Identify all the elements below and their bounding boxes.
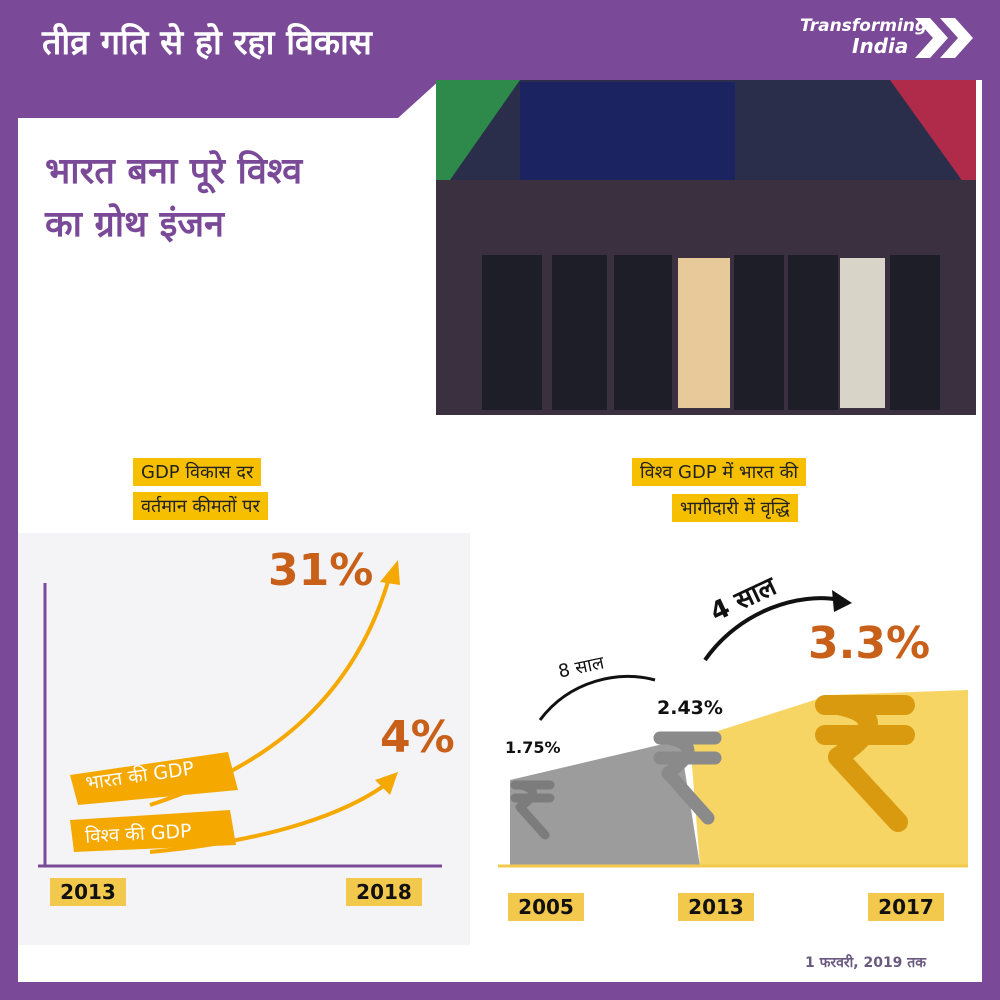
arrow-head — [380, 560, 400, 585]
page-title: तीव्र गति से हो रहा विकास — [42, 23, 372, 63]
year-label: 2018 — [346, 878, 422, 906]
label-ribbon — [70, 810, 236, 852]
value-label: 31% — [268, 545, 374, 596]
photo-people — [482, 255, 940, 410]
value-label: 1.75% — [505, 738, 561, 757]
hero-title: का ग्रोथ इंजन — [45, 204, 225, 245]
interval-arc — [703, 596, 841, 662]
year-label: 2013 — [678, 893, 754, 921]
interval-arc — [538, 674, 656, 721]
chart-panel — [18, 533, 470, 945]
photo-person — [840, 258, 885, 408]
share-slab — [510, 740, 700, 866]
photo-decor — [436, 80, 520, 200]
footer-note: 1 फरवरी, 2019 तक — [805, 955, 927, 971]
section-heading: वर्तमान कीमतों पर — [133, 492, 268, 520]
year-label: 2005 — [508, 893, 584, 921]
value-label: 4% — [380, 712, 455, 763]
section-heading: विश्व GDP में भारत की — [632, 458, 807, 486]
photo-person — [678, 258, 730, 408]
arrow-head — [832, 590, 852, 612]
rupee-icons — [510, 695, 915, 840]
section-heading: भागीदारी में वृद्धि — [672, 494, 798, 522]
photo-decor — [890, 80, 976, 200]
year-label: 2013 — [50, 878, 126, 906]
arrow-head — [375, 772, 398, 795]
series-label: विश्व की GDP — [84, 820, 193, 848]
hero-title: भारत बना पूरे विश्व — [45, 151, 303, 192]
value-label: 3.3% — [808, 618, 931, 669]
brand-chevrons — [915, 18, 973, 58]
label-ribbon — [70, 752, 238, 805]
section-heading: GDP विकास दर — [133, 458, 262, 486]
photo-screen — [520, 82, 735, 182]
year-label: 2017 — [868, 893, 944, 921]
value-label: 2.43% — [657, 697, 723, 719]
brand: Transforming — [800, 16, 928, 36]
brand: India — [852, 34, 909, 58]
